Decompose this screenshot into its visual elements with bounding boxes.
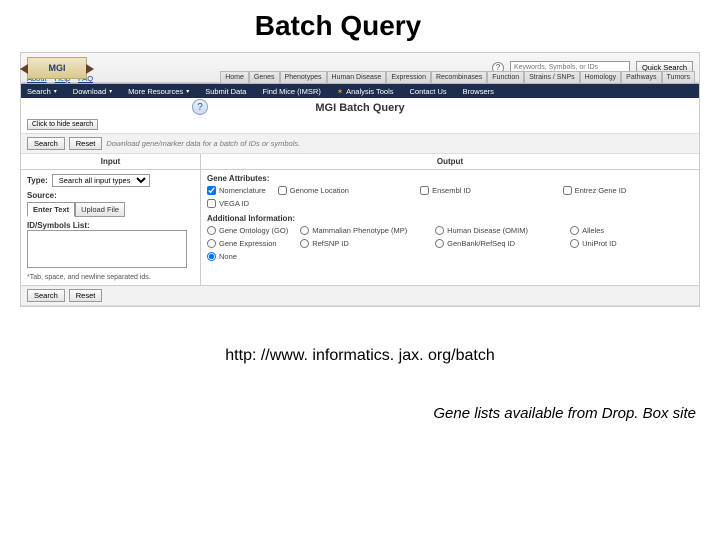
rad-alleles[interactable]: Alleles xyxy=(570,226,693,235)
nav-find-mice[interactable]: Find Mice (IMSR) xyxy=(262,87,320,96)
url-text: http: //www. informatics. jax. org/batch xyxy=(20,347,700,365)
tab-phenotypes[interactable]: Phenotypes xyxy=(280,71,327,83)
rad-mp[interactable]: Mammalian Phenotype (MP) xyxy=(300,226,423,235)
dark-nav-bar: Search▾ Download▾ More Resources▾ Submit… xyxy=(21,84,699,98)
rad-go[interactable]: Gene Ontology (GO) xyxy=(207,226,288,235)
rad-omim[interactable]: Human Disease (OMIM) xyxy=(435,226,558,235)
tab-pathways[interactable]: Pathways xyxy=(621,71,661,83)
nav-search[interactable]: Search▾ xyxy=(27,87,57,96)
output-panel: Gene Attributes: Nomenclature Genome Loc… xyxy=(201,170,699,285)
type-select[interactable]: Search all input types xyxy=(52,174,150,187)
tab-enter-text[interactable]: Enter Text xyxy=(27,202,75,217)
nav-contact[interactable]: Contact Us xyxy=(410,87,447,96)
rad-none[interactable]: None xyxy=(207,252,288,261)
tab-genes[interactable]: Genes xyxy=(249,71,280,83)
gene-attributes-label: Gene Attributes: xyxy=(207,174,693,183)
chk-ensembl[interactable]: Ensembl ID xyxy=(420,186,550,195)
input-header: Input xyxy=(21,154,201,169)
tab-recombinases[interactable]: Recombinases xyxy=(431,71,487,83)
reset-button-top[interactable]: Reset xyxy=(69,137,103,150)
input-panel: Type: Search all input types Source: Ent… xyxy=(21,170,201,285)
tab-home[interactable]: Home xyxy=(220,71,249,83)
tab-strains[interactable]: Strains / SNPs xyxy=(524,71,580,83)
nav-analysis[interactable]: ✶Analysis Tools xyxy=(337,87,394,96)
nav-more[interactable]: More Resources▾ xyxy=(128,87,189,96)
tab-function[interactable]: Function xyxy=(487,71,524,83)
mgi-logo: MGI xyxy=(27,57,87,79)
tab-human-disease[interactable]: Human Disease xyxy=(327,71,387,83)
type-label: Type: xyxy=(27,176,48,185)
source-label: Source: xyxy=(27,191,194,200)
output-header: Output xyxy=(201,154,699,169)
nav-submit[interactable]: Submit Data xyxy=(205,87,246,96)
tab-upload-file[interactable]: Upload File xyxy=(75,202,125,217)
hide-search-button[interactable]: Click to hide search xyxy=(27,119,98,130)
chk-entrez[interactable]: Entrez Gene ID xyxy=(563,186,693,195)
rad-expression[interactable]: Gene Expression xyxy=(207,239,288,248)
rad-refsnp[interactable]: RefSNP ID xyxy=(300,239,423,248)
additional-info-label: Additional Information: xyxy=(207,214,693,223)
input-note: *Tab, space, and newline separated ids. xyxy=(27,274,194,281)
action-row-bottom: Search Reset xyxy=(21,285,699,306)
page-title: Batch Query xyxy=(138,10,538,42)
search-button-bottom[interactable]: Search xyxy=(27,289,65,302)
page-help-icon[interactable]: ? xyxy=(192,99,208,115)
tab-expression[interactable]: Expression xyxy=(386,71,431,83)
batch-query-title: MGI Batch Query xyxy=(315,98,404,116)
chk-nomenclature[interactable]: Nomenclature xyxy=(207,186,266,195)
summary-text: Download gene/marker data for a batch of… xyxy=(106,139,300,148)
rad-genbank[interactable]: GenBank/RefSeq ID xyxy=(435,239,558,248)
search-button-top[interactable]: Search xyxy=(27,137,65,150)
id-symbols-textarea[interactable] xyxy=(27,230,187,268)
mgi-app-window: MGI ? Keywords, Symbols, or IDs Quick Se… xyxy=(20,52,700,307)
action-row-top: Search Reset Download gene/marker data f… xyxy=(21,133,699,154)
reset-button-bottom[interactable]: Reset xyxy=(69,289,103,302)
nav-browsers[interactable]: Browsers xyxy=(463,87,494,96)
rad-uniprot[interactable]: UniProt ID xyxy=(570,239,693,248)
chk-genome-location[interactable]: Genome Location xyxy=(278,186,408,195)
chk-vega[interactable]: VEGA ID xyxy=(207,199,266,208)
tab-tumors[interactable]: Tumors xyxy=(662,71,695,83)
tab-homology[interactable]: Homology xyxy=(580,71,622,83)
list-label: ID/Symbols List: xyxy=(27,221,194,230)
nav-tabs: Home Genes Phenotypes Human Disease Expr… xyxy=(220,71,695,83)
nav-download[interactable]: Download▾ xyxy=(73,87,112,96)
footnote: Gene lists available from Drop. Box site xyxy=(20,405,700,422)
io-header: Input Output xyxy=(21,154,699,170)
